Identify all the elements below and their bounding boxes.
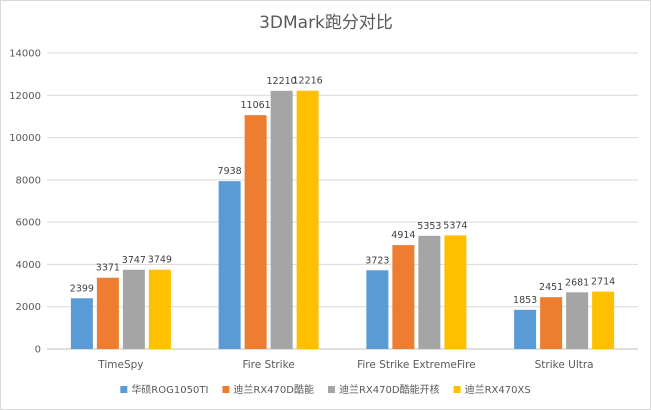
y-axis-tick-labels: 0 2000 4000 6000 8000 10000 12000 14000 <box>9 49 41 356</box>
bar <box>392 245 415 349</box>
legend-item: 华硕ROG1050TI <box>120 383 208 396</box>
data-label: 3747 <box>122 255 146 266</box>
data-label: 5374 <box>443 220 467 231</box>
data-label: 1853 <box>513 295 537 306</box>
legend-item: 迪兰RX470D酷能开核 <box>327 383 440 396</box>
bar <box>296 90 319 349</box>
bar <box>96 277 119 349</box>
legend-swatch <box>327 386 335 393</box>
x-category-label: Strike Ultra <box>535 359 594 371</box>
bar <box>592 291 615 349</box>
data-label: 2681 <box>565 277 589 288</box>
y-tick-label: 8000 <box>16 175 41 186</box>
data-label: 3723 <box>365 255 389 266</box>
bars <box>70 90 615 350</box>
gridlines <box>47 52 638 350</box>
legend-label: 迪兰RX470D酷能开核 <box>339 383 440 396</box>
y-tick-label: 4000 <box>16 260 41 271</box>
legend-swatch <box>222 386 230 393</box>
data-label: 2714 <box>591 277 615 288</box>
bar <box>540 297 563 349</box>
y-tick-label: 10000 <box>9 133 41 144</box>
x-category-label: Fire Strike ExtremeFire <box>357 359 476 371</box>
bar <box>566 292 589 349</box>
bar <box>122 269 145 349</box>
legend-swatch <box>453 386 461 393</box>
data-label: 12216 <box>293 76 323 87</box>
data-label: 3371 <box>96 263 120 274</box>
legend-swatch <box>120 386 128 393</box>
bar <box>444 235 467 349</box>
data-label: 3749 <box>148 255 172 266</box>
data-label: 12210 <box>267 76 297 87</box>
x-category-label: TimeSpy <box>97 359 143 371</box>
bar <box>148 269 171 349</box>
y-tick-label: 0 <box>35 345 41 356</box>
legend: 华硕ROG1050TI 迪兰RX470D酷能 迪兰RX470D酷能开核 迪兰RX470… <box>120 383 531 396</box>
y-tick-label: 6000 <box>16 218 41 229</box>
legend-label: 迪兰RX470D酷能 <box>233 383 314 396</box>
data-label: 2399 <box>70 283 94 294</box>
bar <box>514 309 537 349</box>
x-axis-category-labels: TimeSpy Fire Strike Fire Strike ExtremeFir… <box>97 359 593 371</box>
x-category-label: Fire Strike <box>242 359 294 371</box>
legend-item: 迪兰RX470XS <box>453 383 531 396</box>
bar <box>270 90 293 350</box>
bar <box>218 181 241 349</box>
bar <box>244 115 267 349</box>
data-label: 2451 <box>539 282 563 293</box>
legend-label: 迪兰RX470XS <box>465 383 531 396</box>
bar <box>418 235 441 349</box>
data-label: 11061 <box>241 100 271 111</box>
chart-title: 3DMark跑分对比 <box>259 13 393 33</box>
y-tick-label: 12000 <box>9 91 41 102</box>
legend-item: 迪兰RX470D酷能 <box>222 383 314 396</box>
data-label: 7938 <box>218 166 242 177</box>
bar <box>70 298 93 349</box>
bar <box>366 270 389 349</box>
y-tick-label: 14000 <box>9 49 41 60</box>
y-tick-label: 2000 <box>16 302 41 313</box>
data-label: 4914 <box>391 230 415 241</box>
legend-label: 华硕ROG1050TI <box>131 383 208 396</box>
data-label: 5353 <box>417 221 441 232</box>
